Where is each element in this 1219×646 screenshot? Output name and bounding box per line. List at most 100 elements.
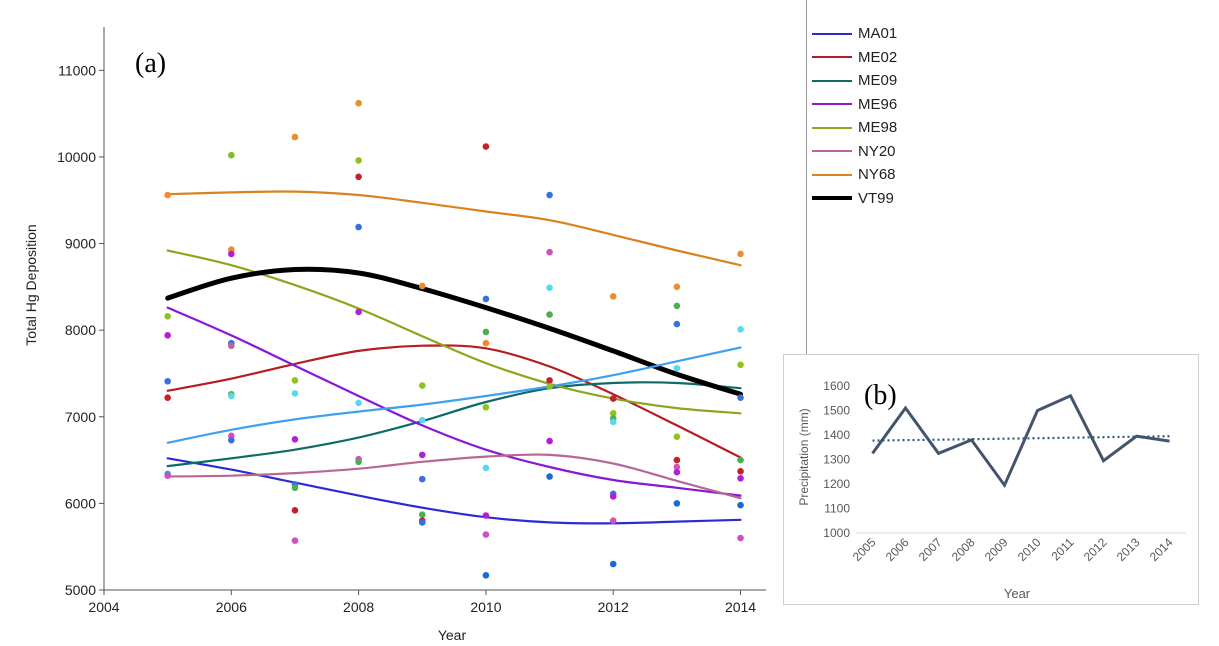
data-point	[673, 364, 681, 372]
inset-y-tick-label: 1100	[824, 502, 850, 516]
data-point	[228, 392, 235, 400]
main-y-tick-label: 6000	[65, 495, 96, 511]
main-x-tick-label: 2014	[725, 599, 756, 615]
data-point	[737, 394, 744, 402]
data-point	[418, 382, 426, 389]
data-point	[546, 473, 553, 480]
legend-label: VT99	[858, 189, 894, 207]
main-x-tick-label: 2006	[216, 599, 247, 615]
data-point	[609, 410, 617, 417]
data-point	[355, 308, 362, 316]
main-x-axis-title: Year	[438, 627, 467, 643]
data-point	[482, 403, 490, 411]
data-point	[673, 283, 681, 291]
data-point	[482, 143, 490, 150]
data-point	[355, 399, 362, 407]
inset-x-tick-label: 2006	[883, 535, 912, 564]
inset-x-tick-label: 2011	[1048, 535, 1076, 563]
inset-x-tick-label: 2014	[1147, 535, 1176, 564]
legend-item-ny68: NY68	[812, 163, 897, 187]
data-point	[546, 383, 553, 390]
data-point	[482, 339, 490, 347]
series-line-ny20	[166, 453, 742, 500]
data-point	[355, 99, 362, 107]
data-point	[737, 325, 744, 333]
data-point	[291, 133, 299, 141]
legend-label: MA01	[858, 25, 898, 43]
main-x-tick-label: 2010	[470, 599, 501, 615]
data-point	[228, 342, 235, 350]
data-point	[482, 328, 490, 336]
data-point	[609, 517, 617, 525]
legend-swatch	[812, 126, 852, 129]
data-point	[164, 332, 171, 339]
series-line-me09	[166, 381, 742, 468]
main-x-tick-label: 2012	[598, 599, 629, 615]
data-point	[482, 571, 490, 579]
main-x-tick-label: 2004	[88, 599, 119, 615]
data-point	[291, 390, 299, 397]
data-point	[228, 151, 235, 159]
series-line-ny68	[166, 190, 742, 267]
inset-x-tick-label: 2009	[982, 535, 1011, 564]
data-point	[228, 436, 235, 444]
data-point	[482, 531, 490, 538]
main-series-lines	[165, 190, 743, 525]
data-point	[673, 320, 681, 328]
legend-label: ME09	[858, 72, 898, 90]
legend-item-me09: ME09	[812, 69, 897, 93]
main-y-tick-label: 7000	[65, 409, 96, 425]
inset-chart-frame: 1000 1100 1200 1300 1400 1500 1600 2005 2006 2007…	[783, 354, 1199, 605]
data-point	[418, 475, 426, 483]
inset-x-tick-label: 2013	[1114, 535, 1143, 564]
legend-label: NY20	[858, 142, 896, 160]
data-point	[673, 500, 681, 507]
inset-y-tick-label: 1200	[823, 477, 850, 491]
series-line-vt99	[165, 266, 743, 397]
legend-item-me02: ME02	[812, 46, 897, 70]
series-line-trend	[166, 346, 742, 444]
main-chart: 5000 6000 7000 8000 9000 10000 11000 2004 2006 20…	[23, 27, 766, 643]
data-point	[164, 312, 171, 320]
data-point	[609, 395, 617, 402]
inset-precipitation-line	[871, 393, 1170, 489]
data-point	[673, 302, 681, 310]
inset-y-tick-label: 1600	[823, 379, 850, 393]
data-point	[228, 250, 235, 258]
data-point	[673, 463, 681, 471]
data-point	[609, 560, 617, 568]
data-point	[355, 157, 362, 164]
data-point	[291, 537, 299, 544]
data-point	[355, 223, 362, 231]
data-point	[291, 484, 299, 492]
data-point	[737, 468, 744, 475]
data-point	[546, 191, 553, 199]
series-line-me96	[166, 306, 742, 497]
data-point	[418, 519, 426, 526]
legend-label: ME98	[858, 119, 898, 137]
inset-y-tick-label: 1400	[823, 428, 850, 442]
data-point	[482, 464, 490, 472]
series-line-me02	[166, 344, 742, 459]
inset-series-lines	[871, 393, 1170, 489]
legend: MA01 ME02 ME09 ME96 ME98 NY20 NY68 VT99	[812, 22, 897, 210]
inset-x-tick-label: 2008	[949, 535, 978, 564]
main-y-tick-label: 5000	[65, 582, 96, 598]
inset-y-tick-label: 1500	[823, 404, 850, 418]
data-point	[164, 191, 171, 199]
legend-swatch	[812, 150, 852, 153]
data-point	[482, 512, 490, 519]
main-y-tick-label: 9000	[65, 236, 96, 252]
panel-label-a: (a)	[135, 48, 167, 79]
inset-trend-line	[872, 435, 1170, 442]
data-point	[291, 435, 299, 443]
data-point	[609, 418, 617, 426]
data-point	[546, 284, 553, 292]
data-point	[737, 456, 744, 464]
data-point	[546, 311, 553, 318]
main-y-tick-label: 10000	[57, 149, 96, 165]
data-point	[164, 472, 171, 479]
legend-swatch	[812, 32, 852, 35]
inset-y-axis-title: Precipitation (mm)	[797, 408, 811, 505]
inset-x-tick-label: 2010	[1015, 535, 1044, 564]
